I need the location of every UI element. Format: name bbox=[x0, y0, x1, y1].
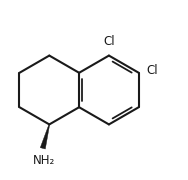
Polygon shape bbox=[40, 124, 50, 149]
Text: NH₂: NH₂ bbox=[33, 154, 55, 167]
Text: Cl: Cl bbox=[103, 35, 115, 48]
Text: Cl: Cl bbox=[147, 64, 158, 77]
